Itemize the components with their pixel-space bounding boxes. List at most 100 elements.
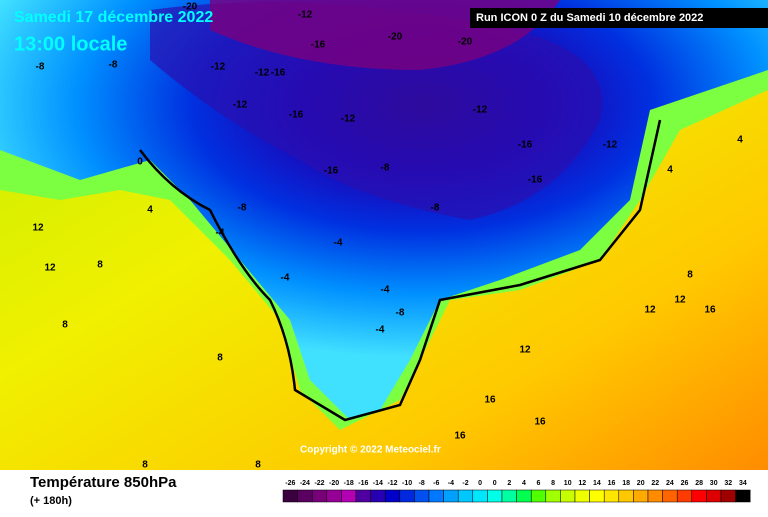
isotherm-label: 16 xyxy=(534,417,546,428)
scale-swatch xyxy=(530,489,547,503)
isotherm-label: 12 xyxy=(44,263,56,274)
scale-swatch xyxy=(355,489,371,503)
isotherm-label: 8 xyxy=(255,460,261,471)
scale-label: -8 xyxy=(419,480,425,487)
isotherm-label: 4 xyxy=(737,135,743,146)
isotherm-label: 8 xyxy=(687,270,693,281)
isotherm-label: -16 xyxy=(518,140,533,151)
scale-label: -2 xyxy=(462,480,468,487)
isotherm-label: -8 xyxy=(431,203,440,214)
scale-swatch xyxy=(633,489,649,503)
isotherm-label: 8 xyxy=(217,353,223,364)
scale-label: 18 xyxy=(622,480,630,487)
scale-label: 0 xyxy=(478,480,482,487)
isotherm-label: 12 xyxy=(674,295,686,306)
isotherm-label: -12 xyxy=(603,140,618,151)
scale-swatch xyxy=(589,489,605,503)
isotherm-label: -8 xyxy=(36,62,45,73)
scale-swatch xyxy=(735,489,751,503)
isotherm-label: -12 xyxy=(341,114,356,125)
scale-label: 10 xyxy=(564,480,572,487)
scale-label: 28 xyxy=(695,480,703,487)
isotherm-label: 8 xyxy=(62,320,68,331)
scale-swatch xyxy=(501,489,517,503)
scale-label: -26 xyxy=(285,480,295,487)
scale-swatch xyxy=(691,489,707,503)
scale-swatch xyxy=(545,489,561,503)
scale-swatch xyxy=(603,489,620,503)
footer-title: Température 850hPa xyxy=(30,474,177,491)
scale-swatch xyxy=(706,489,722,503)
scale-label: 16 xyxy=(608,480,616,487)
scale-label: 0 xyxy=(493,480,497,487)
isotherm-label: 4 xyxy=(667,165,673,176)
isotherm-label: -4 xyxy=(334,238,343,249)
scale-label: 34 xyxy=(739,480,747,487)
run-bar xyxy=(470,8,768,28)
isotherm-label: -12 xyxy=(473,105,488,116)
scale-swatch xyxy=(311,489,328,503)
isotherm-label: -16 xyxy=(324,166,339,177)
scale-label: -24 xyxy=(300,480,310,487)
isotherm-label: 0 xyxy=(137,157,143,168)
isotherm-label: -16 xyxy=(271,68,286,79)
scale-swatch xyxy=(647,489,663,503)
time: 13:00 locale xyxy=(14,33,127,55)
isotherm-label: 12 xyxy=(644,305,656,316)
scale-swatch xyxy=(399,489,415,503)
isotherm-label: 8 xyxy=(142,460,148,471)
scale-label: -18 xyxy=(344,480,354,487)
scale-swatch xyxy=(618,489,634,503)
cold-core xyxy=(150,2,603,220)
isotherm-label: 4 xyxy=(147,205,153,216)
scale-label: 12 xyxy=(578,480,586,487)
scale-label: -12 xyxy=(387,480,397,487)
scale-swatch xyxy=(384,489,401,503)
isotherm-label: 16 xyxy=(454,431,466,442)
scale-label: -16 xyxy=(358,480,368,487)
scale-swatch xyxy=(676,489,693,503)
scale-label: 26 xyxy=(681,480,689,487)
scale-swatch xyxy=(341,489,357,503)
isotherm-label: 12 xyxy=(519,345,531,356)
scale-swatch xyxy=(326,489,342,503)
scale-label: -20 xyxy=(329,480,339,487)
isotherm-label: -16 xyxy=(311,40,326,51)
scale-label: 4 xyxy=(522,480,526,487)
isotherm-label: -8 xyxy=(381,163,390,174)
isotherm-label: -4 xyxy=(281,273,290,284)
scale-swatch xyxy=(487,489,503,503)
scale-swatch xyxy=(662,489,678,503)
scale-label: 2 xyxy=(507,480,511,487)
scale-swatch xyxy=(457,489,474,503)
isotherm-label: -16 xyxy=(289,110,304,121)
scale-swatch xyxy=(414,489,430,503)
scale-label: 32 xyxy=(724,480,732,487)
scale-label: -4 xyxy=(448,480,454,487)
scale-swatch xyxy=(282,489,298,503)
isotherm-label: -16 xyxy=(528,175,543,186)
isotherm-label: -8 xyxy=(109,60,118,71)
isotherm-label: -8 xyxy=(238,203,247,214)
scale-swatch xyxy=(472,489,488,503)
run-info: Run ICON 0 Z du Samedi 10 décembre 2022 xyxy=(476,12,703,24)
isotherm-label: -12 xyxy=(211,62,226,73)
isotherm-label: -4 xyxy=(381,285,390,296)
scale-swatch xyxy=(443,489,459,503)
isotherm-label: -12 xyxy=(298,10,313,21)
copyright: Copyright © 2022 Meteociel.fr xyxy=(300,445,441,456)
isotherm-label: -4 xyxy=(376,325,385,336)
scale-label: 30 xyxy=(710,480,718,487)
scale-label: -10 xyxy=(402,480,412,487)
scale-swatch xyxy=(370,489,386,503)
isotherm-label: -20 xyxy=(458,37,473,48)
scale-label: -14 xyxy=(373,480,383,487)
isotherm-label: -20 xyxy=(388,32,403,43)
scale-label: 20 xyxy=(637,480,645,487)
isotherm-label: -12 xyxy=(255,68,270,79)
isotherm-label: 16 xyxy=(484,395,496,406)
scale-swatch xyxy=(516,489,532,503)
scale-swatch xyxy=(428,489,444,503)
scale-swatch xyxy=(574,489,590,503)
